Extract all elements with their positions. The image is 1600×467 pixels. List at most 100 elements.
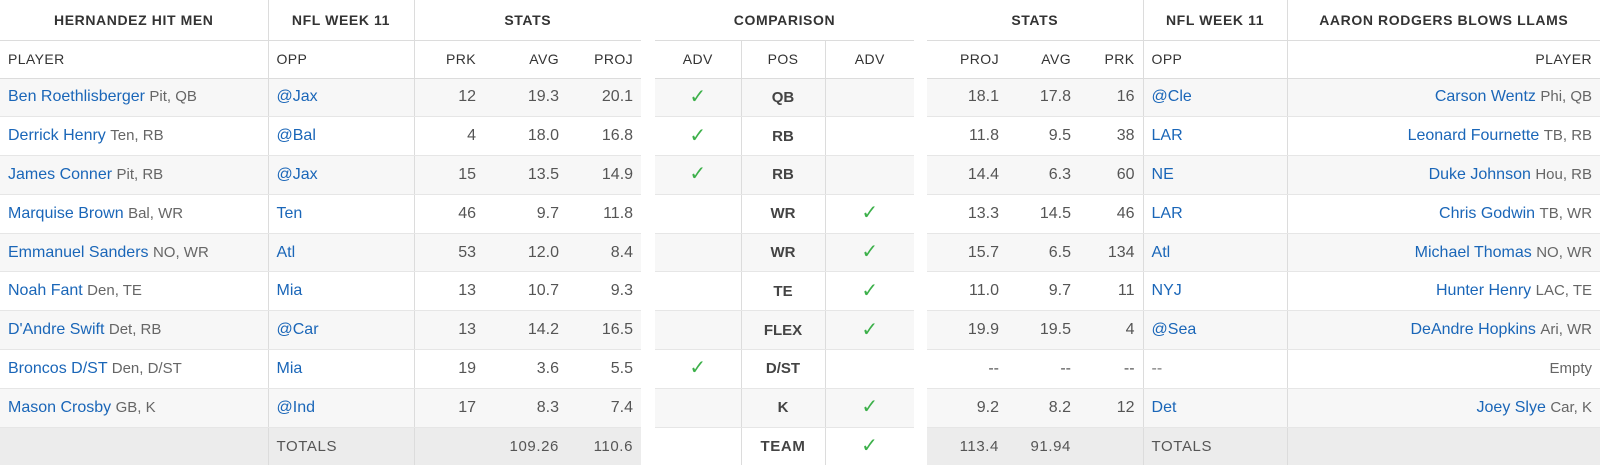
checkmark-icon: ✓ xyxy=(689,163,707,186)
player-name-link[interactable]: Mason Crosby xyxy=(8,398,112,416)
comparison-title: COMPARISON xyxy=(655,0,914,41)
opponent-link[interactable]: @Bal xyxy=(276,127,316,145)
opponent-link[interactable]: @Jax xyxy=(276,88,318,106)
player-team-position: Ari, WR xyxy=(1540,321,1593,339)
opponent-link[interactable]: @Sea xyxy=(1151,321,1197,339)
player-name-link[interactable]: Derrick Henry xyxy=(8,127,106,145)
away-totals-prk xyxy=(1079,427,1144,466)
opponent-link[interactable]: Mia xyxy=(276,359,303,377)
adv-right-cell: ✓ xyxy=(825,271,914,312)
comparison-table: COMPARISON ADV POS ADV ✓ QB ✓ RB ✓ RB WR ✓ WR ✓ TE… xyxy=(655,0,914,466)
opponent-cell: @Sea xyxy=(1143,310,1288,351)
prk-cell: 13 xyxy=(414,271,484,312)
proj-cell: 5.5 xyxy=(567,349,642,389)
opponent-link[interactable]: LAR xyxy=(1151,204,1183,222)
player-name-link[interactable]: Carson Wentz xyxy=(1434,88,1536,106)
player-name-link[interactable]: D'Andre Swift xyxy=(8,321,105,339)
opponent-link[interactable]: LAR xyxy=(1151,127,1183,145)
player-row: 9.2 8.2 12 Det Joey Slye Car, K xyxy=(927,388,1600,428)
opponent-link[interactable]: Atl xyxy=(1151,243,1171,261)
player-name-link[interactable]: Leonard Fournette xyxy=(1407,127,1540,145)
opponent-cell: Atl xyxy=(1143,233,1288,273)
opponent-link[interactable]: Atl xyxy=(276,243,296,261)
prk-cell: 4 xyxy=(1079,310,1144,351)
proj-cell: 11.0 xyxy=(927,271,1007,312)
col-player: PLAYER xyxy=(0,40,269,79)
proj-cell: 18.1 xyxy=(927,78,1007,118)
col-opp: OPP xyxy=(1143,40,1288,79)
player-name-link[interactable]: Joey Slye xyxy=(1476,398,1546,416)
player-team-position: Den, TE xyxy=(87,282,142,300)
player-name-link[interactable]: Marquise Brown xyxy=(8,204,124,222)
prk-cell: -- xyxy=(1079,349,1144,389)
opponent-cell: @Jax xyxy=(268,155,415,195)
opponent-cell: @Bal xyxy=(268,116,415,157)
player-name-link[interactable]: Duke Johnson xyxy=(1428,165,1531,183)
adv-left-cell xyxy=(655,388,742,428)
player-name-link[interactable]: Ben Roethlisberger xyxy=(8,88,145,106)
player-row: Noah Fant Den, TE Mia 13 10.7 9.3 xyxy=(0,271,642,312)
avg-cell: 12.0 xyxy=(484,233,567,273)
player-name-link[interactable]: James Conner xyxy=(8,165,113,183)
opponent-cell: -- xyxy=(1143,349,1288,389)
player-name-link[interactable]: Chris Godwin xyxy=(1439,204,1536,222)
opponent-link[interactable]: NYJ xyxy=(1151,282,1182,300)
avg-cell: 13.5 xyxy=(484,155,567,195)
avg-cell: 9.7 xyxy=(1007,271,1079,312)
away-totals-avg: 91.94 xyxy=(1007,427,1079,466)
player-team-position: Phi, QB xyxy=(1540,88,1593,106)
position-label: WR xyxy=(741,194,826,234)
avg-cell: 19.3 xyxy=(484,78,567,118)
home-week-label: NFL WEEK 11 xyxy=(268,0,415,41)
opponent-link[interactable]: @Ind xyxy=(276,398,315,416)
opponent-link[interactable]: @Car xyxy=(276,321,319,339)
proj-cell: -- xyxy=(927,349,1007,389)
player-row: -- -- -- -- Empty xyxy=(927,349,1600,389)
checkmark-icon: ✓ xyxy=(861,396,879,419)
proj-cell: 8.4 xyxy=(567,233,642,273)
comparison-row: ✓ QB xyxy=(655,78,914,118)
player-name-link[interactable]: Michael Thomas xyxy=(1414,243,1532,261)
col-avg: AVG xyxy=(484,40,567,79)
comparison-row: WR ✓ xyxy=(655,194,914,234)
player-name-link[interactable]: Broncos D/ST xyxy=(8,359,108,377)
col-avg: AVG xyxy=(1007,40,1079,79)
opponent-link[interactable]: Det xyxy=(1151,398,1177,416)
prk-cell: 15 xyxy=(414,155,484,195)
opponent-link[interactable]: NE xyxy=(1151,165,1174,183)
position-label: RB xyxy=(741,116,826,157)
adv-right-cell: ✓ xyxy=(825,388,914,428)
player-team-position: TB, RB xyxy=(1543,127,1593,145)
player-row: 11.0 9.7 11 NYJ Hunter Henry LAC, TE xyxy=(927,271,1600,312)
player-name-link[interactable]: Hunter Henry xyxy=(1436,282,1532,300)
home-totals-spacer xyxy=(0,427,269,466)
player-name-link[interactable]: Noah Fant xyxy=(8,282,83,300)
avg-cell: 10.7 xyxy=(484,271,567,312)
avg-cell: 14.2 xyxy=(484,310,567,351)
opponent-link[interactable]: Ten xyxy=(276,204,303,222)
opponent-link[interactable]: Mia xyxy=(276,282,303,300)
comparison-row: ✓ D/ST xyxy=(655,349,914,389)
player-cell: Emmanuel Sanders NO, WR xyxy=(0,233,269,273)
player-team-position: Bal, WR xyxy=(128,204,184,222)
player-cell: Chris Godwin TB, WR xyxy=(1287,194,1600,234)
away-totals-proj: 113.4 xyxy=(927,427,1007,466)
home-totals-label: TOTALS xyxy=(268,427,415,466)
avg-cell: 17.8 xyxy=(1007,78,1079,118)
adv-left-cell: ✓ xyxy=(655,349,742,389)
avg-cell: 3.6 xyxy=(484,349,567,389)
player-row: D'Andre Swift Det, RB @Car 13 14.2 16.5 xyxy=(0,310,642,351)
home-team-panel: HERNANDEZ HIT MEN NFL WEEK 11 STATS PLAY… xyxy=(0,0,642,467)
position-label: QB xyxy=(741,78,826,118)
player-name-link[interactable]: DeAndre Hopkins xyxy=(1410,321,1536,339)
team-pos-label: TEAM xyxy=(741,427,826,466)
player-name-link[interactable]: Emmanuel Sanders xyxy=(8,243,149,261)
home-totals-avg: 109.26 xyxy=(484,427,567,466)
player-cell: Duke Johnson Hou, RB xyxy=(1287,155,1600,195)
prk-cell: 53 xyxy=(414,233,484,273)
opponent-link[interactable]: @Jax xyxy=(276,165,318,183)
checkmark-icon: ✓ xyxy=(861,202,879,225)
away-totals-spacer xyxy=(1287,427,1600,466)
opponent-link[interactable]: @Cle xyxy=(1151,88,1192,106)
col-pos: POS xyxy=(741,40,826,79)
